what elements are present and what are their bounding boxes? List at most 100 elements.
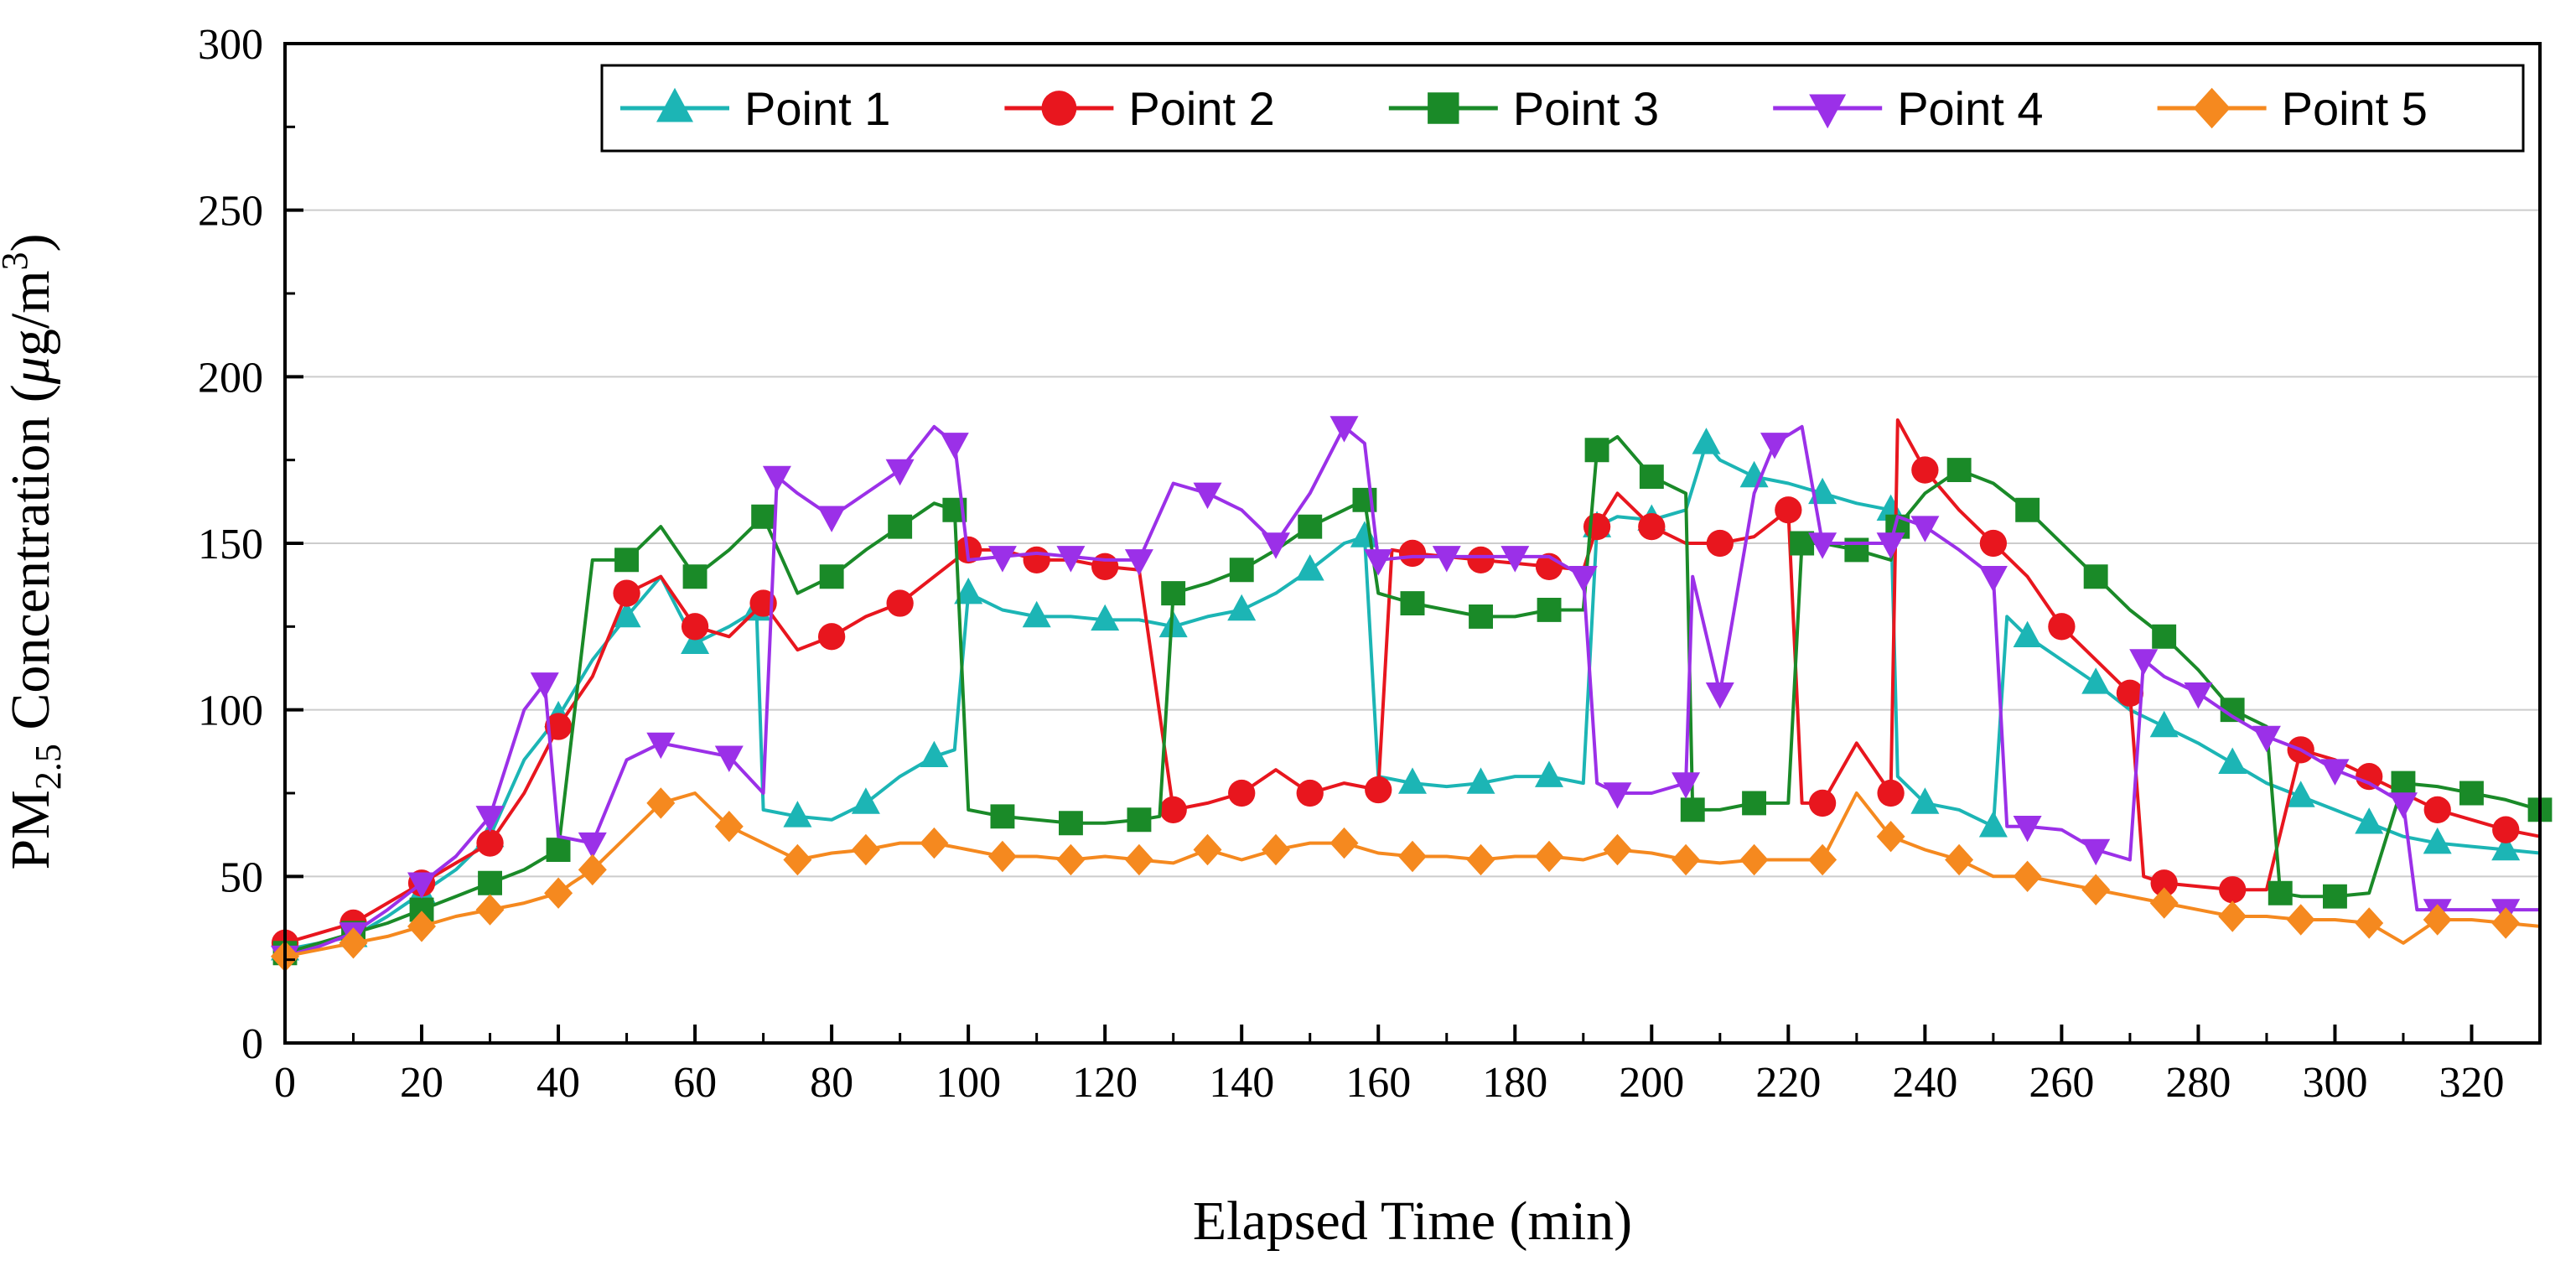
- legend-item-5: Point 5: [2157, 82, 2428, 135]
- data-point: [614, 547, 639, 573]
- data-point: [851, 833, 880, 866]
- data-point: [2184, 682, 2213, 709]
- data-point: [1910, 787, 1940, 814]
- data-point: [1739, 460, 1769, 488]
- data-point: [762, 465, 791, 493]
- data-point: [1537, 598, 1562, 622]
- data-point: [2389, 792, 2418, 819]
- data-point: [546, 838, 571, 862]
- series-point-3: [272, 434, 2553, 966]
- x-tick-label-160: 160: [1345, 1059, 1411, 1107]
- data-point: [1298, 514, 1323, 539]
- data-point: [2081, 667, 2111, 694]
- data-point: [1056, 843, 1086, 876]
- data-point: [2116, 679, 2144, 707]
- data-point: [1124, 549, 1153, 576]
- data-point: [1775, 496, 1802, 524]
- data-point: [817, 506, 847, 532]
- legend-marker: [1809, 94, 1847, 129]
- x-tick-label-300: 300: [2302, 1059, 2367, 1107]
- series-point-5: [271, 787, 2541, 973]
- data-point: [1535, 840, 1563, 873]
- data-point: [920, 827, 949, 859]
- data-point: [475, 806, 505, 833]
- data-point: [2423, 796, 2451, 824]
- data-point: [1910, 516, 1940, 542]
- data-point: [1023, 546, 1050, 574]
- x-tick-label-180: 180: [1482, 1059, 1547, 1107]
- data-point: [1672, 843, 1701, 876]
- legend-item-4: Point 4: [1773, 82, 2044, 135]
- y-title-prefix: PM: [0, 790, 61, 869]
- data-point: [1979, 529, 2008, 558]
- data-point: [1398, 767, 1427, 794]
- data-point: [2355, 807, 2384, 834]
- data-point: [2492, 816, 2520, 843]
- y-title-unit: g/m: [0, 270, 61, 356]
- data-point: [1877, 779, 1905, 807]
- data-point: [1978, 566, 2008, 593]
- data-point: [2355, 907, 2384, 939]
- x-tick-label-320: 320: [2439, 1059, 2504, 1107]
- y-title-subscript: 2.5: [28, 744, 69, 790]
- data-point: [1535, 760, 1563, 787]
- data-point: [475, 894, 505, 926]
- data-point: [2218, 900, 2247, 932]
- legend-label: Point 4: [1897, 82, 2043, 135]
- data-point: [2013, 620, 2042, 647]
- data-point: [530, 672, 559, 699]
- data-point: [1466, 767, 1495, 794]
- data-point: [2423, 904, 2452, 936]
- data-point: [1946, 458, 1972, 482]
- x-tick-label-20: 20: [400, 1059, 443, 1107]
- legend: Point 1 Point 2 Point 3 Point 4 Point 5: [600, 64, 2525, 153]
- data-point: [1639, 464, 1664, 489]
- x-tick-label-140: 140: [1209, 1059, 1274, 1107]
- x-axis-title: Elapsed Time (min): [1193, 1191, 1632, 1252]
- data-point: [1742, 791, 1766, 816]
- data-point: [885, 459, 915, 486]
- data-point: [783, 843, 812, 876]
- data-point: [1469, 604, 1493, 629]
- data-point: [2015, 497, 2040, 522]
- axes: 0 50 100 150 200 250 300 0 20 40 60 80 100 120 140 160 1…: [198, 21, 2542, 1107]
- legend-item-1: Point 1: [620, 82, 890, 135]
- data-point: [714, 745, 744, 772]
- data-point: [714, 811, 744, 843]
- data-point: [407, 872, 436, 899]
- series-layer: [271, 416, 2553, 973]
- data-point: [2083, 564, 2108, 589]
- x-tick-label-80: 80: [810, 1059, 853, 1107]
- data-point: [1193, 482, 1222, 510]
- legend-label: Point 5: [2282, 82, 2428, 135]
- data-point: [2356, 762, 2383, 791]
- data-point: [478, 870, 502, 895]
- data-point: [1124, 843, 1153, 876]
- data-point: [2219, 876, 2247, 904]
- data-point: [1945, 843, 1974, 876]
- data-point: [990, 804, 1015, 829]
- data-point: [1364, 549, 1393, 576]
- data-point: [681, 613, 709, 641]
- y-tick-label-300: 300: [198, 21, 263, 69]
- data-point: [2048, 613, 2076, 641]
- data-point: [2491, 833, 2521, 861]
- x-tick-label-220: 220: [1755, 1059, 1821, 1107]
- data-point: [2459, 781, 2484, 806]
- data-point: [1229, 558, 1254, 583]
- data-point: [1672, 772, 1701, 799]
- data-point: [940, 433, 969, 459]
- data-point: [1808, 532, 1837, 559]
- data-point: [1159, 796, 1187, 824]
- data-point: [1329, 416, 1359, 443]
- y-tick-label-100: 100: [198, 687, 263, 735]
- data-point: [1398, 539, 1427, 568]
- data-point: [2423, 827, 2452, 854]
- data-point: [751, 504, 776, 529]
- data-point: [2218, 747, 2247, 774]
- data-point: [613, 579, 640, 607]
- data-point: [612, 600, 641, 628]
- data-point: [2081, 838, 2111, 866]
- data-point: [544, 877, 573, 909]
- x-tick-label-280: 280: [2165, 1059, 2231, 1107]
